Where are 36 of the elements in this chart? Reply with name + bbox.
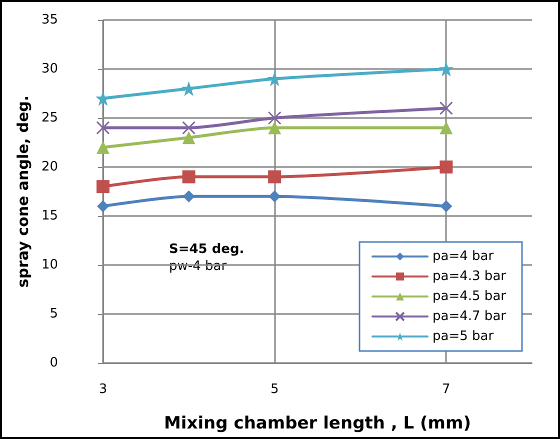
point: [182, 170, 196, 184]
x-axis-title: Mixing chamber length , L (mm): [164, 414, 471, 434]
point: [182, 121, 196, 135]
point: [440, 121, 453, 134]
point: [268, 170, 282, 184]
legend-label: pa=5 bar: [432, 329, 494, 344]
point: [438, 62, 454, 76]
annotation: S=45 deg.: [169, 242, 244, 257]
point: [268, 111, 282, 125]
x-tick-label: 3: [98, 382, 108, 397]
point: [96, 140, 110, 154]
x-tick-label: 7: [442, 382, 450, 397]
point: [440, 200, 452, 212]
y-axis-title: spray cone angle, deg.: [14, 95, 32, 288]
point: [182, 131, 196, 144]
point: [440, 160, 453, 174]
y-tick-label: 10: [41, 258, 58, 272]
y-tick-label: 0: [50, 356, 58, 370]
y-tick-label: 25: [41, 110, 58, 126]
point: [439, 101, 453, 115]
y-tick-label: 15: [41, 208, 58, 224]
y-tick-label: 30: [41, 62, 58, 76]
point: [96, 121, 110, 135]
point: [97, 200, 109, 212]
y-tick-label: 35: [41, 12, 58, 28]
point: [268, 121, 282, 134]
point: [182, 190, 195, 202]
point: [268, 190, 281, 202]
x-tick-label: 5: [270, 382, 279, 397]
point: [96, 180, 110, 194]
legend-label: pa=4 bar: [432, 249, 494, 264]
y-tick-label: 20: [41, 160, 58, 174]
y-tick-label: 5: [50, 306, 58, 322]
legend-label: pa=4.7 bar: [432, 309, 507, 324]
legend-label: pa=4.3 bar: [432, 269, 507, 284]
legend-label: pa=4.5 bar: [432, 289, 507, 304]
